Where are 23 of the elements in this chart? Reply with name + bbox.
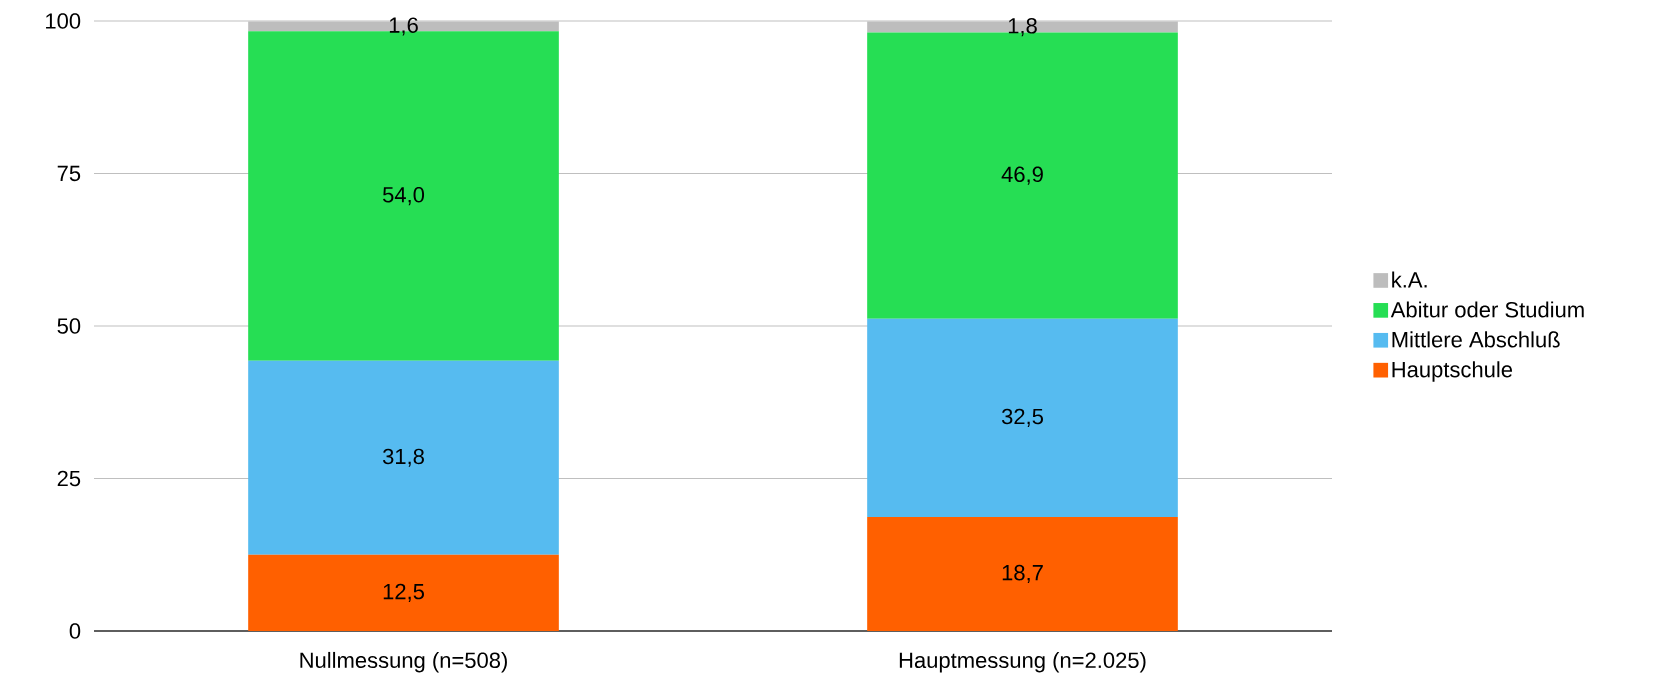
bar — [248, 360, 559, 555]
bar — [248, 554, 559, 631]
data-label: 1,8 — [1008, 17, 1037, 37]
y-tick-label: 50 — [57, 318, 81, 334]
data-label: 32,5 — [1001, 408, 1043, 427]
data-label: 46,9 — [1001, 166, 1043, 185]
y-tick-label: 0 — [69, 623, 81, 639]
y-tick-label: 100 — [46, 13, 81, 29]
data-label: 54,0 — [382, 186, 425, 206]
bar — [867, 516, 1178, 631]
legend-label: Abitur oder Studium — [1390, 301, 1584, 318]
legend-label: k.A. — [1392, 271, 1427, 288]
x-tick-label: Hauptmessung (n=2.025) — [899, 651, 1146, 673]
legend-label: Hauptschule — [1392, 361, 1513, 382]
y-tick-label: 75 — [57, 165, 81, 182]
x-tick-label: Nullmessung (n=508) — [300, 651, 507, 673]
y-tick-label: 25 — [57, 470, 81, 487]
data-label: 1,6 — [389, 17, 418, 36]
data-label: 18,7 — [1002, 564, 1043, 584]
data-label: 12,5 — [383, 583, 424, 602]
bar — [867, 318, 1178, 517]
data-label: 31,8 — [382, 448, 424, 467]
legend-label: Mittlere Abschluß — [1392, 331, 1560, 348]
